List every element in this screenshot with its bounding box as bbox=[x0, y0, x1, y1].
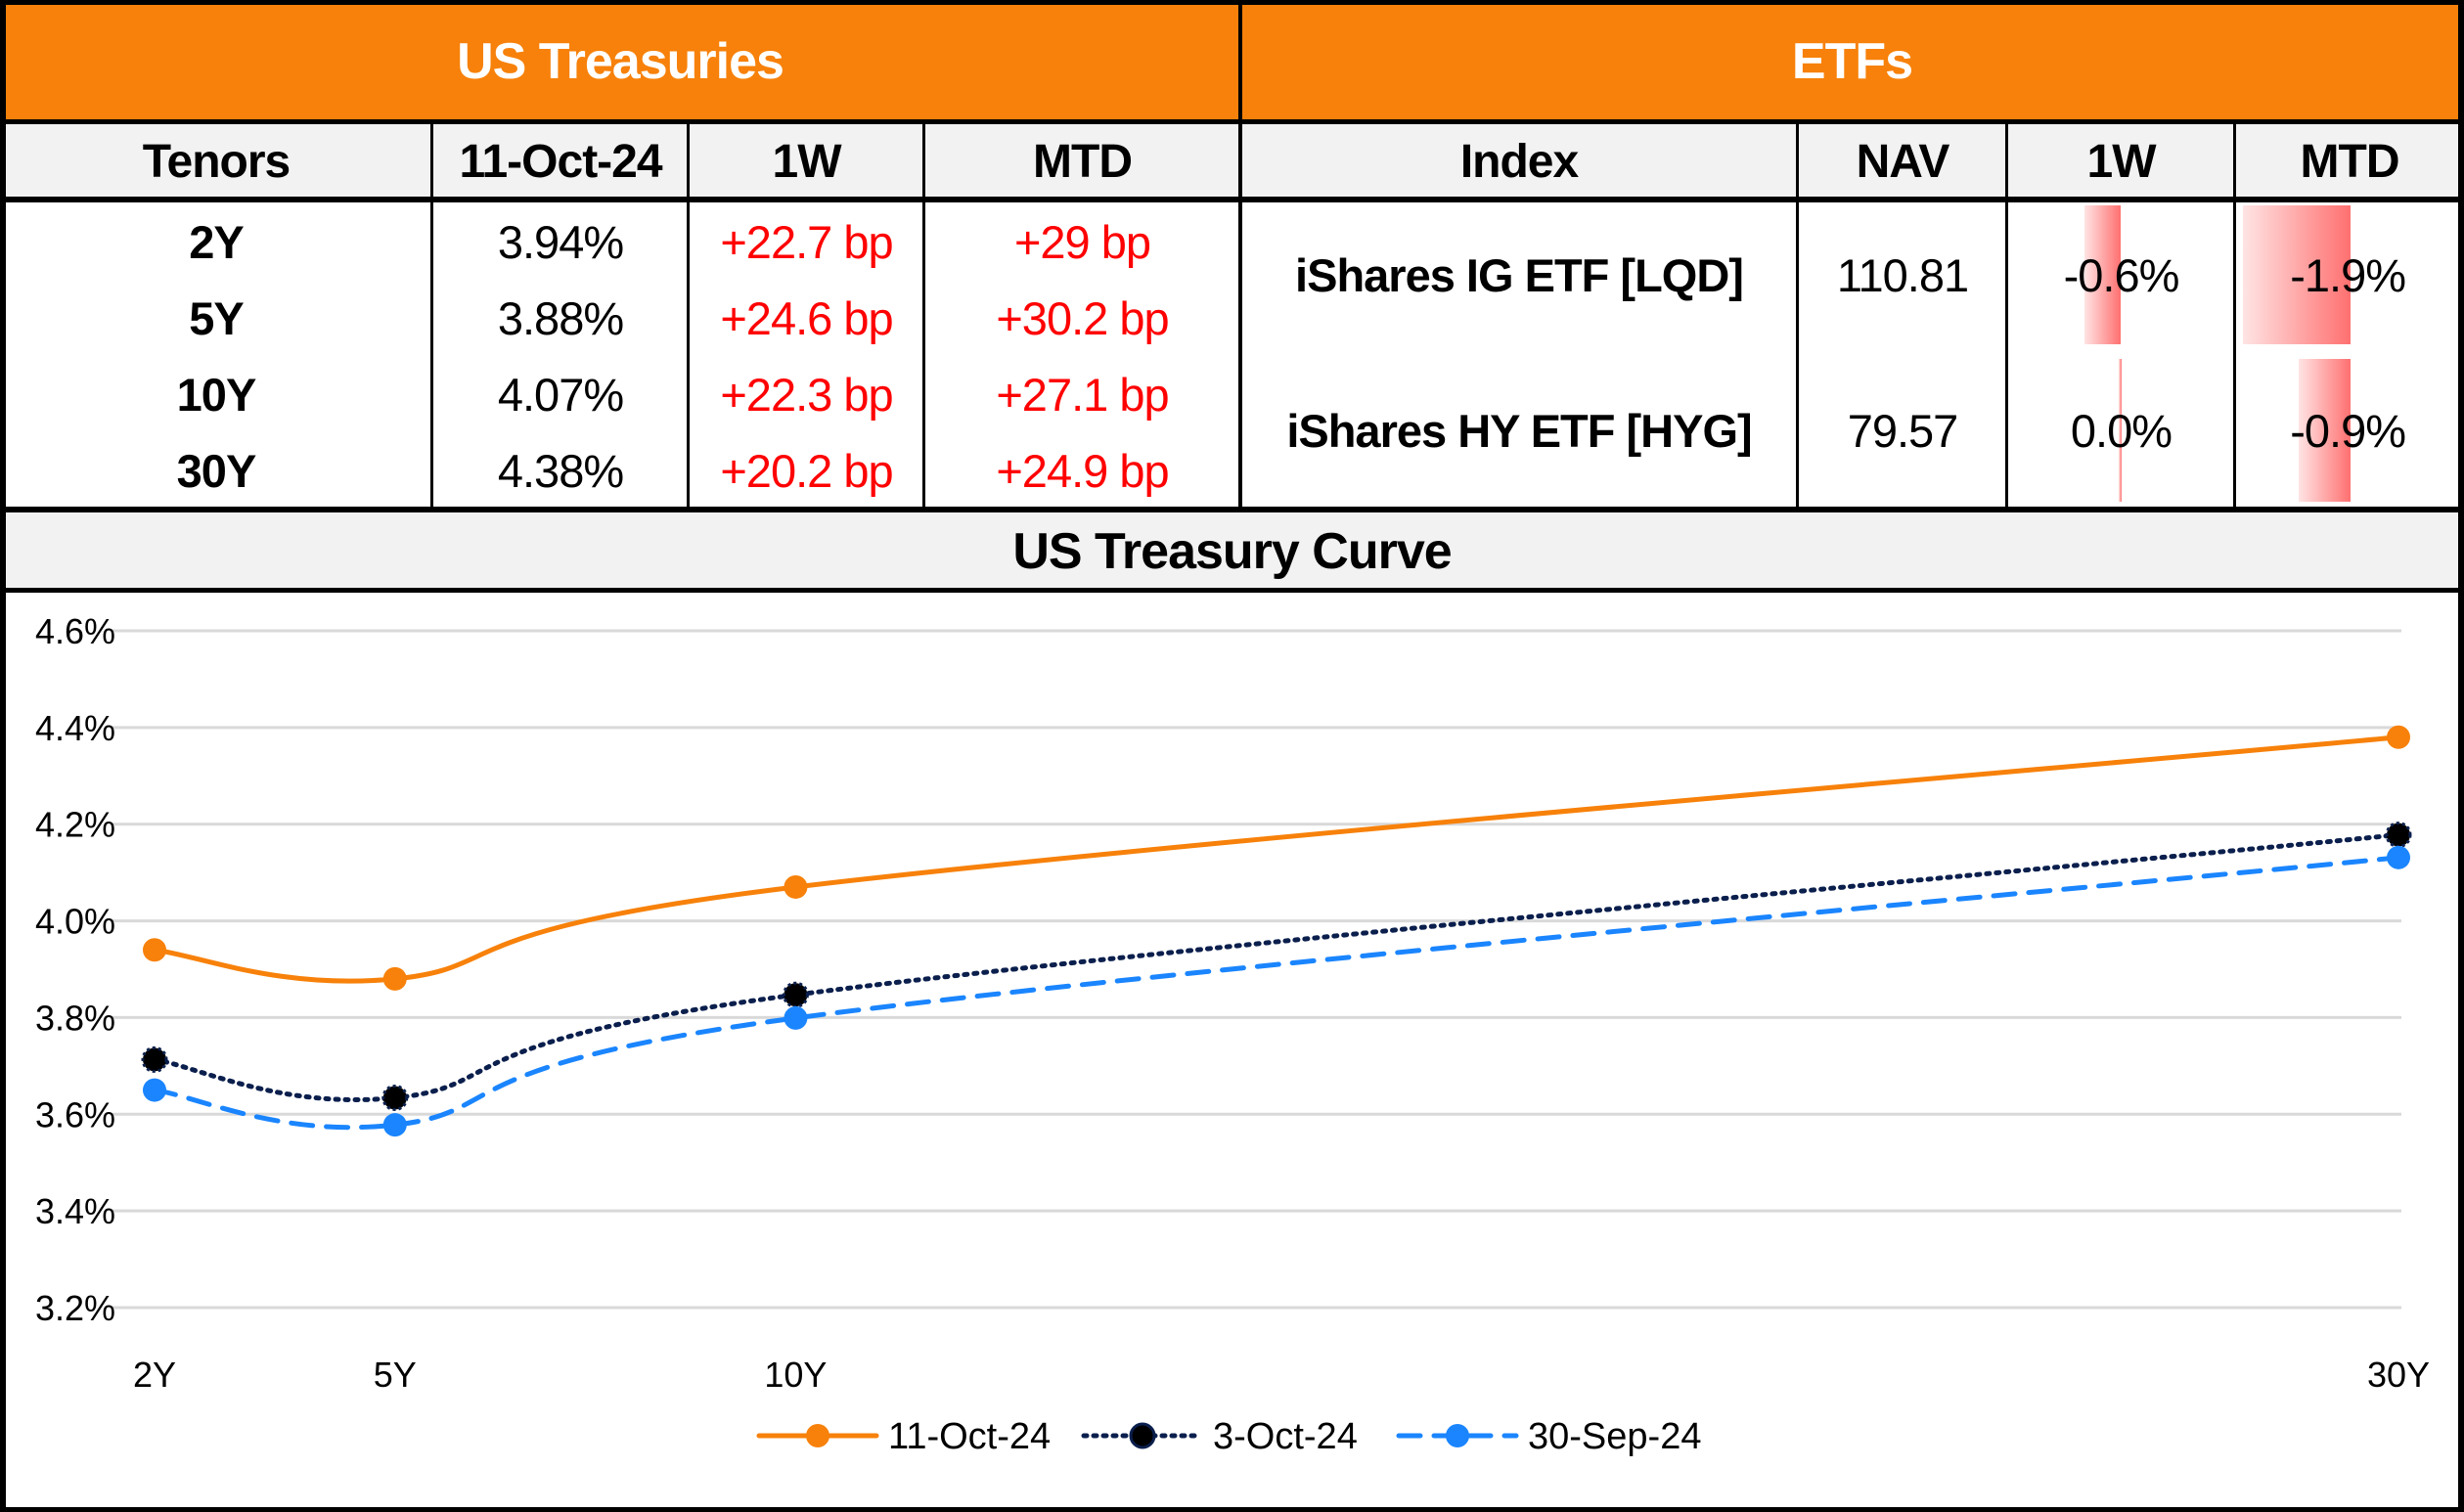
y-tick-label: 4.0% bbox=[35, 902, 115, 942]
series-line bbox=[152, 832, 2401, 1103]
y-tick-label: 3.8% bbox=[35, 998, 115, 1038]
col-header-date: 11-Oct-24 bbox=[432, 122, 689, 200]
data-point bbox=[2387, 725, 2410, 749]
col-divider bbox=[687, 122, 690, 511]
change-1w-cell: +20.2 bp bbox=[720, 445, 893, 497]
legend-marker-icon bbox=[1446, 1424, 1469, 1447]
yield-cell: 3.94% bbox=[497, 216, 624, 268]
treasuries-section-header: US Treasuries bbox=[0, 0, 1240, 122]
etf-name-cell: iShares HY ETF [HYG] bbox=[1286, 404, 1752, 457]
border-below-section-header bbox=[0, 119, 2464, 124]
col-header-etf-1w: 1W bbox=[2007, 122, 2235, 200]
etf-mtd-cell: -0.9% bbox=[2290, 404, 2406, 457]
data-point bbox=[2385, 822, 2412, 849]
col-header-1w: 1W bbox=[689, 122, 924, 200]
data-point bbox=[382, 1113, 407, 1137]
data-point bbox=[381, 1084, 409, 1111]
border-top bbox=[0, 0, 2464, 5]
border-right bbox=[2458, 0, 2464, 1512]
change-1w-cell: +22.3 bp bbox=[720, 369, 893, 421]
series-line bbox=[152, 734, 2401, 984]
yield-cell: 4.07% bbox=[497, 369, 624, 421]
border-below-rows bbox=[0, 507, 2464, 512]
border-below-chart-title bbox=[0, 588, 2464, 593]
series-30-Sep-24 bbox=[143, 845, 2410, 1137]
tenor-cell: 30Y bbox=[176, 445, 257, 497]
y-tick-label: 4.6% bbox=[35, 611, 115, 651]
change-mtd-cell: +29 bp bbox=[1013, 216, 1151, 268]
etfs-section-header: ETFs bbox=[1240, 0, 2464, 122]
data-point bbox=[141, 1045, 168, 1073]
tenor-cell: 2Y bbox=[189, 216, 245, 268]
border-bottom bbox=[0, 1507, 2464, 1512]
databar-lqd-1w bbox=[2084, 205, 2121, 344]
y-tick-label: 3.4% bbox=[35, 1191, 115, 1231]
data-point bbox=[782, 981, 809, 1008]
databar-hyg-mtd bbox=[2299, 359, 2351, 502]
col-divider bbox=[430, 122, 433, 511]
col-header-mtd: MTD bbox=[924, 122, 1240, 200]
legend-item: 11-Oct-24 bbox=[756, 1416, 1051, 1457]
legend-marker-icon bbox=[806, 1424, 829, 1447]
change-mtd-cell: +27.1 bp bbox=[996, 369, 1169, 421]
series-line bbox=[152, 855, 2401, 1131]
data-point bbox=[143, 1078, 166, 1102]
etf-nav-cell: 110.81 bbox=[1836, 248, 1969, 301]
data-point bbox=[2387, 845, 2410, 869]
col-divider bbox=[1796, 122, 1799, 511]
etfs-title: ETFs bbox=[1791, 32, 1913, 90]
legend-item: 3-Oct-24 bbox=[1081, 1416, 1358, 1457]
legend-marker-icon bbox=[1129, 1422, 1156, 1449]
change-mtd-cell: +24.9 bp bbox=[996, 445, 1169, 497]
databar-hyg-1w bbox=[2119, 359, 2122, 502]
col-header-etf-mtd: MTD bbox=[2235, 122, 2464, 200]
data-point bbox=[143, 938, 166, 962]
etf-1w-cell: -0.6% bbox=[2063, 248, 2180, 301]
col-divider bbox=[922, 122, 925, 511]
tenor-cell: 10Y bbox=[176, 369, 257, 421]
etf-name-cell: iShares IG ETF [LQD] bbox=[1295, 248, 1744, 301]
x-tick-label: 5Y bbox=[374, 1355, 417, 1395]
series-3-Oct-24 bbox=[141, 822, 2412, 1111]
chart-title-band: US Treasury Curve bbox=[0, 511, 2464, 592]
legend-label: 11-Oct-24 bbox=[888, 1416, 1051, 1457]
y-tick-label: 3.6% bbox=[35, 1094, 115, 1134]
col-divider bbox=[2233, 122, 2236, 511]
treasuries-title: US Treasuries bbox=[457, 32, 784, 90]
data-point bbox=[784, 874, 808, 899]
legend-label: 30-Sep-24 bbox=[1528, 1416, 1701, 1457]
section-divider bbox=[1238, 0, 1242, 511]
x-tick-label: 30Y bbox=[2367, 1355, 2430, 1395]
data-point bbox=[382, 966, 407, 991]
y-tick-label: 4.2% bbox=[35, 805, 115, 845]
tenor-cell: 5Y bbox=[189, 292, 245, 344]
yield-cell: 3.88% bbox=[497, 292, 624, 344]
border-left bbox=[0, 0, 6, 1512]
etf-mtd-cell: -1.9% bbox=[2290, 248, 2406, 301]
etf-nav-cell: 79.57 bbox=[1847, 404, 1959, 457]
databar-lqd-mtd bbox=[2243, 205, 2351, 344]
border-below-col-header bbox=[0, 197, 2464, 202]
y-tick-label: 4.4% bbox=[35, 708, 115, 748]
chart-title: US Treasury Curve bbox=[1012, 523, 1452, 580]
x-tick-label: 10Y bbox=[764, 1355, 827, 1395]
data-point bbox=[784, 1005, 808, 1030]
x-tick-label: 2Y bbox=[133, 1355, 176, 1395]
legend-label: 3-Oct-24 bbox=[1213, 1416, 1358, 1457]
col-divider bbox=[2005, 122, 2008, 511]
legend-item: 30-Sep-24 bbox=[1396, 1416, 1701, 1457]
y-tick-label: 3.2% bbox=[35, 1288, 115, 1328]
change-1w-cell: +22.7 bp bbox=[720, 216, 893, 268]
col-header-index: Index bbox=[1240, 122, 1798, 200]
change-1w-cell: +24.6 bp bbox=[720, 292, 893, 344]
yield-cell: 4.38% bbox=[497, 445, 624, 497]
etf-1w-cell: 0.0% bbox=[2070, 404, 2173, 457]
series-11-Oct-24 bbox=[143, 725, 2410, 991]
col-header-tenors: Tenors bbox=[0, 122, 432, 200]
change-mtd-cell: +30.2 bp bbox=[996, 292, 1169, 344]
col-header-nav: NAV bbox=[1798, 122, 2007, 200]
